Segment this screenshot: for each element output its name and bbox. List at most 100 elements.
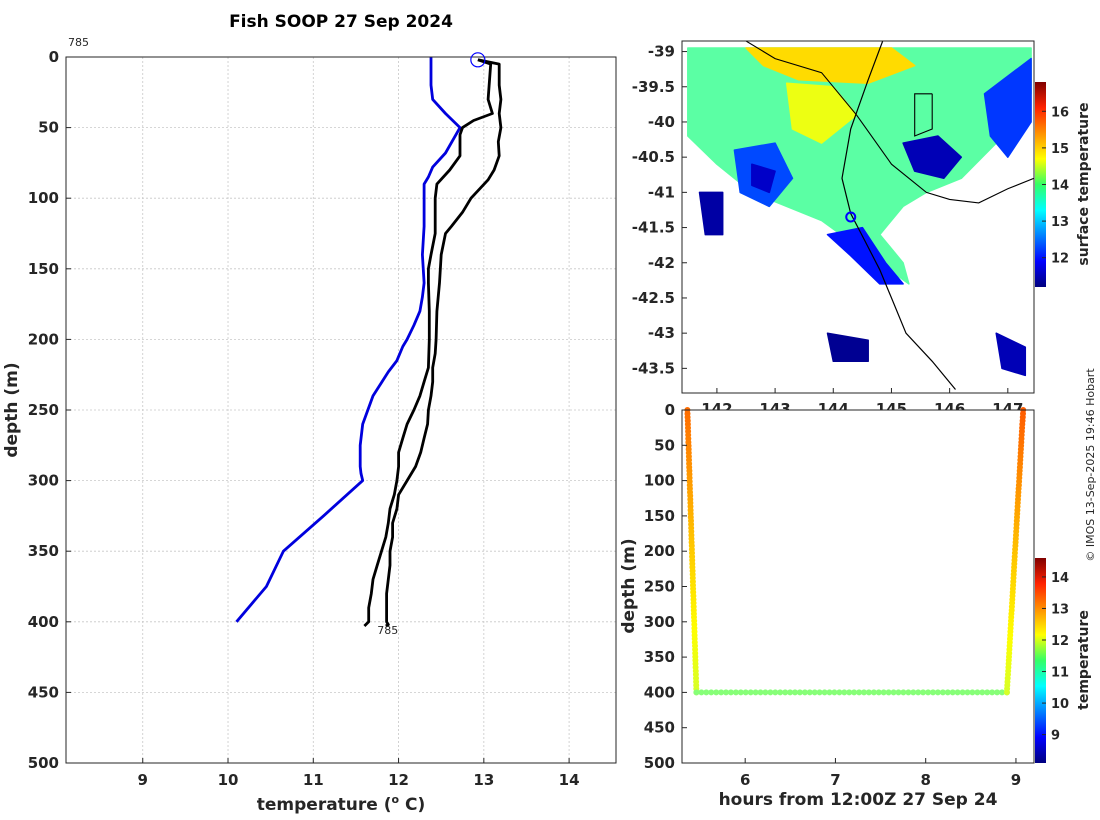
time-depth-point-tow: [811, 689, 818, 696]
time-depth-point-tow: [994, 689, 1001, 696]
map-colorbar-tick-label: 16: [1051, 105, 1069, 120]
time-depth-point-tow: [861, 689, 867, 696]
map-axes-box: [681, 40, 1035, 394]
time-depth-point-tow: [762, 689, 769, 696]
time-depth-point-tow: [752, 689, 759, 696]
time-depth-point-tow: [841, 689, 848, 696]
time-depth-point-tow: [910, 689, 917, 696]
map-ytick-label: -41.5: [632, 219, 675, 237]
time-depth-ytick-label: 0: [665, 401, 675, 419]
time-depth-xlabel: hours from 12:00Z 27 Sep 24: [719, 790, 998, 810]
time-depth-ytick-label: 50: [654, 436, 675, 454]
profile-series-climatology: [235, 57, 462, 623]
map-ytick-label: -40.5: [632, 148, 675, 166]
time-depth-point-tow: [732, 689, 739, 696]
time-depth-point-tow: [895, 689, 902, 696]
profile-ytick-label: 150: [28, 260, 59, 278]
map-coastline: [693, 41, 1034, 390]
time-depth-point-tow: [979, 689, 986, 696]
sst-region: [826, 226, 904, 285]
profile-ytick-label: 400: [28, 613, 59, 631]
time-depth-ytick-label: 250: [644, 578, 675, 596]
profile-start-marker: [470, 52, 486, 68]
time-depth-point-tow: [915, 689, 922, 696]
time-depth-point-tow: [816, 689, 823, 696]
time-depth-colorbar-tick-label: 11: [1051, 666, 1069, 681]
time-depth-point-tow: [880, 689, 887, 696]
time-depth-point-tow: [925, 689, 932, 696]
time-depth-point-tow: [737, 689, 744, 696]
imos-credit: © IMOS 13-Sep-2025 19:46 Hobart: [1084, 368, 1097, 562]
time-depth-point-tow: [772, 689, 779, 696]
profile-ytick-label: 500: [28, 754, 59, 772]
sst-region: [785, 82, 858, 144]
profile-axes-box: [65, 56, 617, 764]
time-depth-point-tow: [851, 689, 858, 696]
sst-field: [687, 47, 1032, 377]
time-depth-point-tow: [900, 689, 907, 696]
time-depth-point-tow: [713, 689, 720, 696]
time-depth-ytick-label: 450: [644, 719, 675, 737]
profile-ytick-label: 350: [28, 542, 59, 560]
time-depth-background: [682, 410, 1034, 763]
time-depth-point-tow: [954, 689, 961, 696]
time-depth-point-tow: [920, 689, 927, 696]
time-depth-point-tow: [905, 689, 912, 696]
profile-panel: Fish SOOP 27 Sep 2024 9 10 11 12 13 14 0 50 100 1…: [2, 12, 617, 815]
time-depth-xtick-label: 8: [920, 771, 930, 789]
map-ytick-label: -40: [648, 113, 675, 131]
time-depth-point-tow: [693, 689, 700, 696]
map-colorbar-ticks: 12 13 14 15 16: [1042, 105, 1069, 267]
time-depth-ytick-label: 300: [644, 613, 675, 631]
time-depth-ylabel: depth (m): [619, 538, 639, 633]
profile-ytick-label: 0: [49, 48, 59, 66]
profile-end-label: 785: [377, 624, 398, 637]
time-depth-ytick-label: 350: [644, 648, 675, 666]
profile-ytick-label: 100: [28, 189, 59, 207]
profile-title: Fish SOOP 27 Sep 2024: [229, 12, 453, 32]
sst-region: [902, 135, 963, 180]
time-depth-point-tow: [870, 689, 877, 696]
profile-ylabel: depth (m): [2, 362, 22, 457]
time-depth-colorbar-tick-label: 12: [1051, 634, 1069, 649]
map-colorbar-tick-label: 15: [1051, 142, 1069, 157]
map-ytick-label: -42.5: [632, 289, 675, 307]
time-depth-ticks: 0 50 100 150 200 250 300 350 400 450 500 6 7 8 9: [644, 401, 1021, 789]
time-depth-ytick-label: 400: [644, 683, 675, 701]
time-depth-xtick-label: 7: [830, 771, 840, 789]
profile-series-upcast: [363, 58, 494, 628]
time-depth-point-tow: [801, 689, 808, 696]
time-depth-point-tow: [777, 689, 784, 696]
time-depth-point-tow: [757, 689, 764, 696]
sst-region: [983, 57, 1032, 158]
time-depth-point-tow: [974, 689, 981, 696]
time-depth-point-tow: [703, 689, 710, 696]
time-depth-ytick-label: 150: [644, 507, 675, 525]
sst-region: [745, 47, 916, 84]
profile-xtick-label: 13: [473, 771, 494, 789]
profile-xtick-label: 14: [559, 771, 580, 789]
profile-ytick-label: 450: [28, 683, 59, 701]
time-depth-point-tow: [984, 689, 991, 696]
time-depth-point-tow: [856, 689, 863, 696]
time-depth-panel: 0 50 100 150 200 250 300 350 400 450 500 6 7 8 9 9 10 11…: [619, 401, 1092, 810]
profile-xtick-label: 11: [303, 771, 324, 789]
map-colorbar-tick-label: 12: [1051, 252, 1069, 267]
time-depth-point-tow: [989, 689, 996, 696]
profile-xlabel-main: temperature (: [257, 795, 392, 815]
time-depth-colorbar-tick-label: 13: [1051, 602, 1069, 617]
ship-track: [841, 41, 956, 390]
map-colorbar-tick-label: 14: [1051, 179, 1069, 194]
profile-ticks: 9 10 11 12 13 14 0 50 100 150 200 250 300 350 400 450 50…: [28, 48, 580, 789]
time-depth-colorbar-ticks: 9 10 11 12 13 14: [1042, 571, 1069, 744]
time-depth-point-tow: [796, 689, 803, 696]
time-depth-point-tow: [718, 689, 725, 696]
map-ytick-label: -39: [648, 43, 675, 61]
sst-region: [826, 332, 869, 363]
time-depth-point-tow: [865, 689, 872, 696]
profile-ytick-label: 50: [38, 119, 59, 137]
profile-xtick-label: 9: [138, 771, 148, 789]
time-depth-point-tow: [836, 689, 843, 696]
time-depth-point-tow: [787, 689, 794, 696]
